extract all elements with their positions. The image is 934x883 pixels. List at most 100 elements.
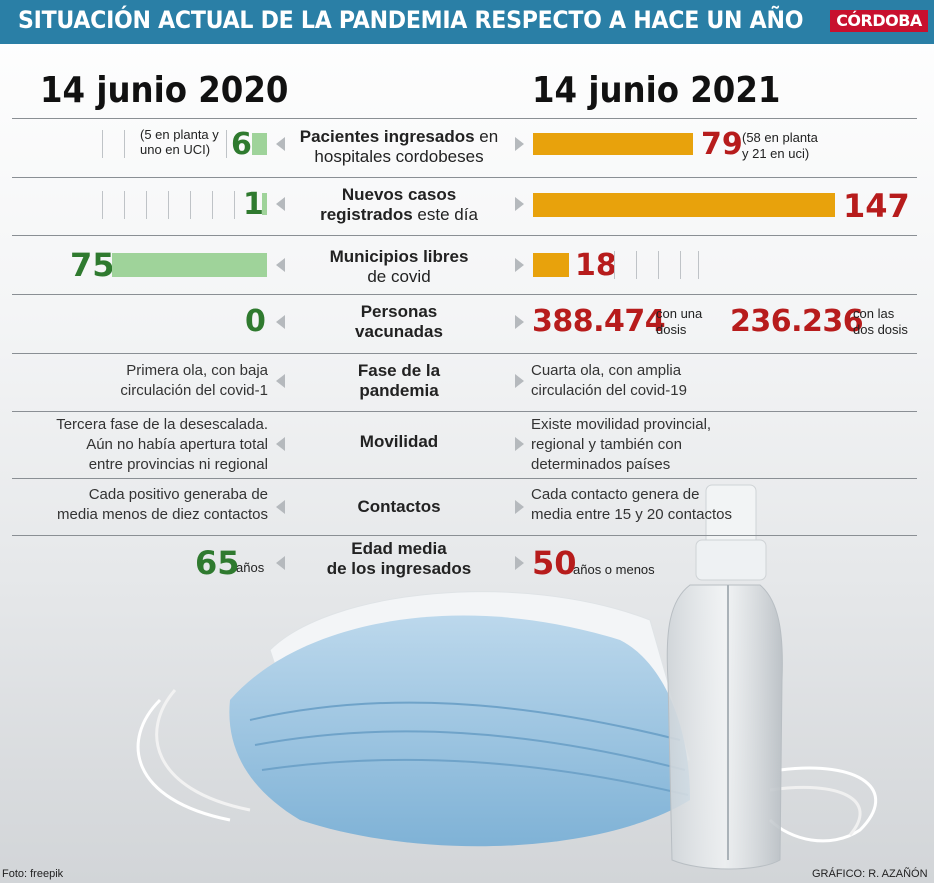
note-2020: (5 en planta y	[140, 127, 219, 142]
header-banner: SITUACIÓN ACTUAL DE LA PANDEMIA RESPECTO…	[0, 0, 934, 44]
divider	[12, 411, 917, 412]
text-line: media menos de diez contactos	[57, 506, 268, 523]
unit-2021: años o menos	[573, 562, 655, 577]
text-line: media entre 15 y 20 contactos	[531, 506, 732, 523]
scale-tick	[658, 251, 659, 279]
arrow-right-icon	[515, 197, 524, 211]
arrow-left-icon	[276, 500, 285, 514]
label-bold: Movilidad	[359, 432, 439, 451]
label-rest: de covid	[367, 267, 431, 286]
label-bold: vacunadas	[355, 322, 443, 341]
note-one-dose: dosis	[656, 322, 687, 337]
label-bold: Municipios libres	[329, 247, 469, 266]
arrow-left-icon	[276, 437, 285, 451]
bar-2020	[262, 193, 267, 215]
note-two-doses: dos dosis	[853, 322, 908, 337]
label-rest: este día	[412, 205, 478, 224]
text-line: entre provincias ni regional	[88, 456, 268, 473]
arrow-left-icon	[276, 315, 285, 329]
value-2021: 147	[843, 187, 910, 225]
arrow-left-icon	[276, 258, 285, 272]
unit-2020: años	[236, 560, 265, 575]
value-2021: 18	[575, 248, 617, 283]
scale-tick	[190, 191, 191, 219]
divider	[12, 235, 917, 236]
label-bold: Personas	[360, 302, 438, 321]
arrow-right-icon	[515, 137, 524, 151]
bar-2021	[533, 193, 835, 217]
scale-tick	[614, 251, 615, 279]
divider	[12, 294, 917, 295]
divider	[12, 478, 917, 479]
scale-tick	[146, 191, 147, 219]
row-label: Nuevos casos registrados este día	[290, 185, 508, 225]
scale-tick	[234, 191, 235, 219]
value-2020: 0	[245, 304, 266, 339]
row-label: Pacientes ingresados en hospitales cordo…	[290, 127, 508, 167]
scale-tick	[226, 130, 227, 158]
scale-tick	[168, 191, 169, 219]
label-bold: Edad media	[351, 539, 447, 558]
text-2020: Cada positivo generaba de media menos de…	[57, 485, 268, 525]
scale-tick	[102, 191, 103, 219]
value-2021-one-dose: 388.474	[532, 304, 666, 339]
value-2021-two-doses: 236.236	[730, 304, 864, 339]
text-line: regional y también con	[531, 436, 682, 453]
text-line: determinados países	[531, 456, 671, 473]
scale-tick	[124, 191, 125, 219]
scale-tick	[680, 251, 681, 279]
arrow-right-icon	[515, 315, 524, 329]
arrow-right-icon	[515, 374, 524, 388]
bar-2020	[252, 133, 267, 155]
label-bold: de los ingresados	[326, 559, 472, 578]
arrow-right-icon	[515, 437, 524, 451]
text-line: Aún no había apertura total	[86, 436, 268, 453]
row-label: Contactos	[290, 497, 508, 517]
scale-tick	[124, 130, 125, 158]
divider	[12, 535, 917, 536]
arrow-left-icon	[276, 556, 285, 570]
arrow-left-icon	[276, 197, 285, 211]
arrow-right-icon	[515, 556, 524, 570]
divider	[12, 118, 917, 119]
text-2021: Existe movilidad provincial, regional y …	[531, 415, 711, 475]
row-label: Edad media de los ingresados	[290, 539, 508, 579]
note-one-dose: con una	[656, 306, 703, 321]
value-2021: 79	[701, 127, 743, 162]
divider	[12, 177, 917, 178]
divider	[12, 353, 917, 354]
arrow-left-icon	[276, 137, 285, 151]
bar-2020	[112, 253, 267, 277]
note-two-doses: con las	[853, 306, 895, 321]
text-2021: Cuarta ola, con amplia circulación del c…	[531, 361, 687, 401]
label-bold: pandemia	[359, 381, 439, 400]
label-bold: registrados	[320, 205, 413, 224]
text-line: circulación del covid-19	[531, 382, 687, 399]
note-2021: (58 en planta	[742, 130, 818, 145]
page-title: SITUACIÓN ACTUAL DE LA PANDEMIA RESPECTO…	[18, 6, 804, 34]
value-2020: 65	[195, 544, 240, 582]
bar-2021	[533, 133, 693, 155]
label-bold: Fase de la	[357, 361, 441, 380]
date-2020: 14 junio 2020	[40, 70, 289, 111]
scale-tick	[698, 251, 699, 279]
note-2021: y 21 en uci)	[742, 146, 810, 161]
value-2020: 6	[231, 127, 252, 162]
brand-logo: CÓRDOBA	[830, 10, 928, 32]
label-bold: Pacientes ingresados	[299, 127, 475, 146]
date-2021: 14 junio 2021	[532, 70, 781, 111]
text-line: Existe movilidad provincial,	[531, 416, 712, 433]
label-bold: Nuevos casos	[341, 185, 457, 204]
label-bold: Contactos	[357, 497, 441, 516]
photo-credit: Foto: freepik	[2, 868, 64, 880]
text-line: circulación del covid-1	[120, 382, 268, 399]
text-2021: Cada contacto genera de media entre 15 y…	[531, 485, 732, 525]
row-label: Personas vacunadas	[290, 302, 508, 342]
scale-tick	[636, 251, 637, 279]
row-label: Movilidad	[290, 432, 508, 452]
label-rest: hospitales cordobeses	[314, 147, 484, 166]
scale-tick	[212, 191, 213, 219]
arrow-right-icon	[515, 500, 524, 514]
arrow-left-icon	[276, 374, 285, 388]
value-2021: 50	[532, 544, 577, 582]
